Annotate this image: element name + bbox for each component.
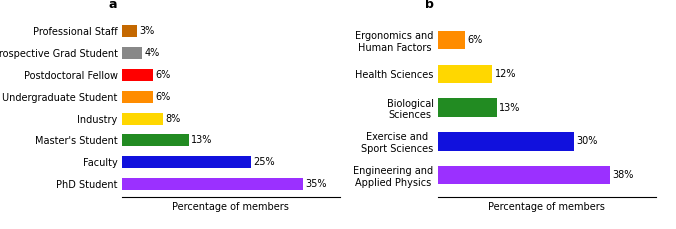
Bar (122, 25, 137, 37)
Bar (438, 166, 610, 184)
Text: 6%: 6% (467, 35, 483, 45)
Bar (122, 112, 163, 125)
Text: 3%: 3% (139, 26, 155, 36)
Bar (438, 65, 492, 83)
Text: 13%: 13% (191, 135, 212, 145)
Bar (122, 178, 304, 190)
X-axis label: Percentage of members: Percentage of members (172, 202, 289, 213)
Bar (122, 91, 153, 103)
Text: a: a (109, 0, 118, 11)
X-axis label: Percentage of members: Percentage of members (488, 202, 605, 213)
Bar (122, 156, 251, 168)
Text: 6%: 6% (155, 92, 170, 102)
Text: 13%: 13% (499, 103, 521, 113)
Bar (438, 132, 574, 151)
Bar (438, 98, 497, 117)
Bar (438, 31, 465, 49)
Text: 8%: 8% (165, 114, 180, 123)
Bar (122, 47, 143, 59)
Text: 4%: 4% (145, 48, 160, 58)
Text: 35%: 35% (306, 179, 327, 189)
Text: 25%: 25% (254, 157, 275, 167)
Text: 38%: 38% (612, 170, 634, 180)
Bar (122, 69, 153, 81)
Text: 30%: 30% (576, 136, 598, 146)
Text: 6%: 6% (155, 70, 170, 80)
Bar (122, 134, 189, 146)
Text: b: b (425, 0, 433, 11)
Text: 12%: 12% (495, 69, 516, 79)
